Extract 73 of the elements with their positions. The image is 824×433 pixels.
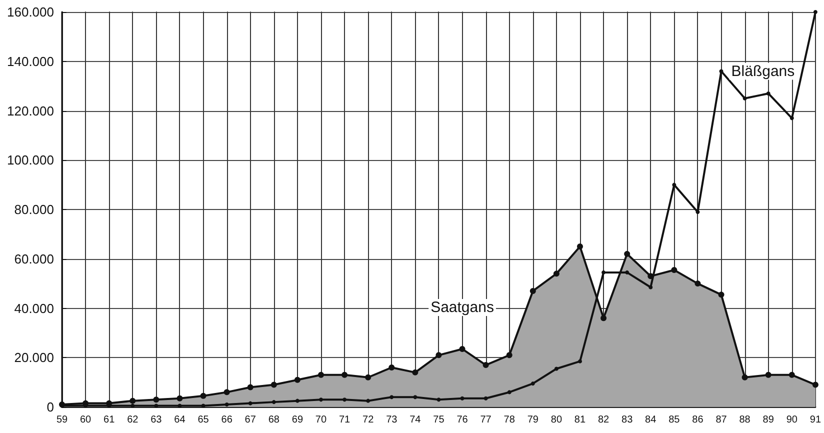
- x-tick-label: 77: [480, 414, 492, 426]
- x-tick-label: 68: [268, 414, 280, 426]
- point: [625, 270, 630, 274]
- x-tick-label: 62: [127, 414, 139, 426]
- point: [719, 69, 724, 74]
- point: [319, 398, 323, 402]
- point: [648, 285, 653, 290]
- x-tick-label: 71: [338, 414, 351, 426]
- x-tick-label: 91: [810, 414, 822, 426]
- y-tick-label: 160.000: [7, 4, 54, 20]
- y-tick-label: 20.000: [14, 350, 54, 366]
- point: [342, 398, 347, 402]
- point: [460, 396, 464, 400]
- x-tick-label: 87: [716, 414, 728, 426]
- point: [130, 404, 135, 408]
- point: [248, 401, 252, 406]
- x-tick-label: 74: [410, 414, 422, 426]
- series-label: Saatgans: [430, 298, 494, 316]
- point: [390, 395, 394, 400]
- x-tick-label: 75: [433, 414, 445, 426]
- y-tick-label: 40.000: [14, 300, 54, 316]
- point: [272, 400, 276, 404]
- x-tick-label: 67: [244, 414, 256, 426]
- y-tick-label: 0: [46, 400, 54, 414]
- x-tick-label: 66: [221, 414, 233, 426]
- y-tick-label: 120.000: [7, 103, 54, 118]
- x-tick-label: 80: [550, 414, 562, 426]
- point: [154, 404, 158, 408]
- x-tick-label: 61: [104, 414, 116, 426]
- x-tick-label: 72: [362, 414, 374, 426]
- x-tick-label: 70: [315, 414, 327, 426]
- x-tick-label: 63: [150, 414, 162, 426]
- point: [790, 116, 794, 120]
- point: [672, 182, 676, 187]
- point: [554, 366, 558, 371]
- x-tick-label: 78: [504, 414, 516, 426]
- x-tick-label: 76: [456, 414, 468, 426]
- x-tick-label: 64: [174, 414, 186, 426]
- point: [507, 390, 512, 394]
- point: [530, 382, 535, 386]
- point: [484, 396, 488, 400]
- point: [766, 91, 770, 96]
- x-tick-label: 59: [56, 414, 68, 426]
- x-tick-label: 81: [574, 414, 586, 426]
- x-tick-label: 65: [198, 414, 210, 426]
- x-tick-label: 79: [527, 414, 539, 426]
- x-tick-label: 89: [762, 414, 774, 426]
- y-tick-label: 80.000: [14, 202, 54, 217]
- x-tick-label: 73: [386, 414, 398, 426]
- series-label: Bläßgans: [731, 62, 795, 80]
- point: [578, 359, 582, 364]
- point: [295, 398, 300, 403]
- point: [413, 395, 418, 400]
- x-tick-label: 85: [668, 414, 680, 426]
- point: [813, 10, 818, 14]
- point: [602, 270, 606, 274]
- x-tick-label: 84: [645, 414, 657, 426]
- point: [436, 398, 441, 402]
- point: [224, 402, 229, 407]
- x-tick-label: 69: [292, 414, 304, 426]
- point: [742, 96, 747, 100]
- point: [178, 404, 182, 408]
- point: [201, 404, 206, 408]
- x-tick-label: 90: [786, 414, 798, 426]
- x-tick-label: 88: [739, 414, 751, 426]
- x-tick-label: 82: [598, 414, 610, 426]
- x-tick-label: 60: [80, 414, 92, 426]
- x-tick-label: 83: [622, 414, 634, 426]
- x-tick-label: 86: [692, 414, 704, 426]
- point: [366, 398, 370, 403]
- y-tick-label: 100.000: [7, 152, 54, 168]
- y-tick-label: 60.000: [14, 251, 54, 266]
- y-tick-label: 140.000: [7, 54, 54, 69]
